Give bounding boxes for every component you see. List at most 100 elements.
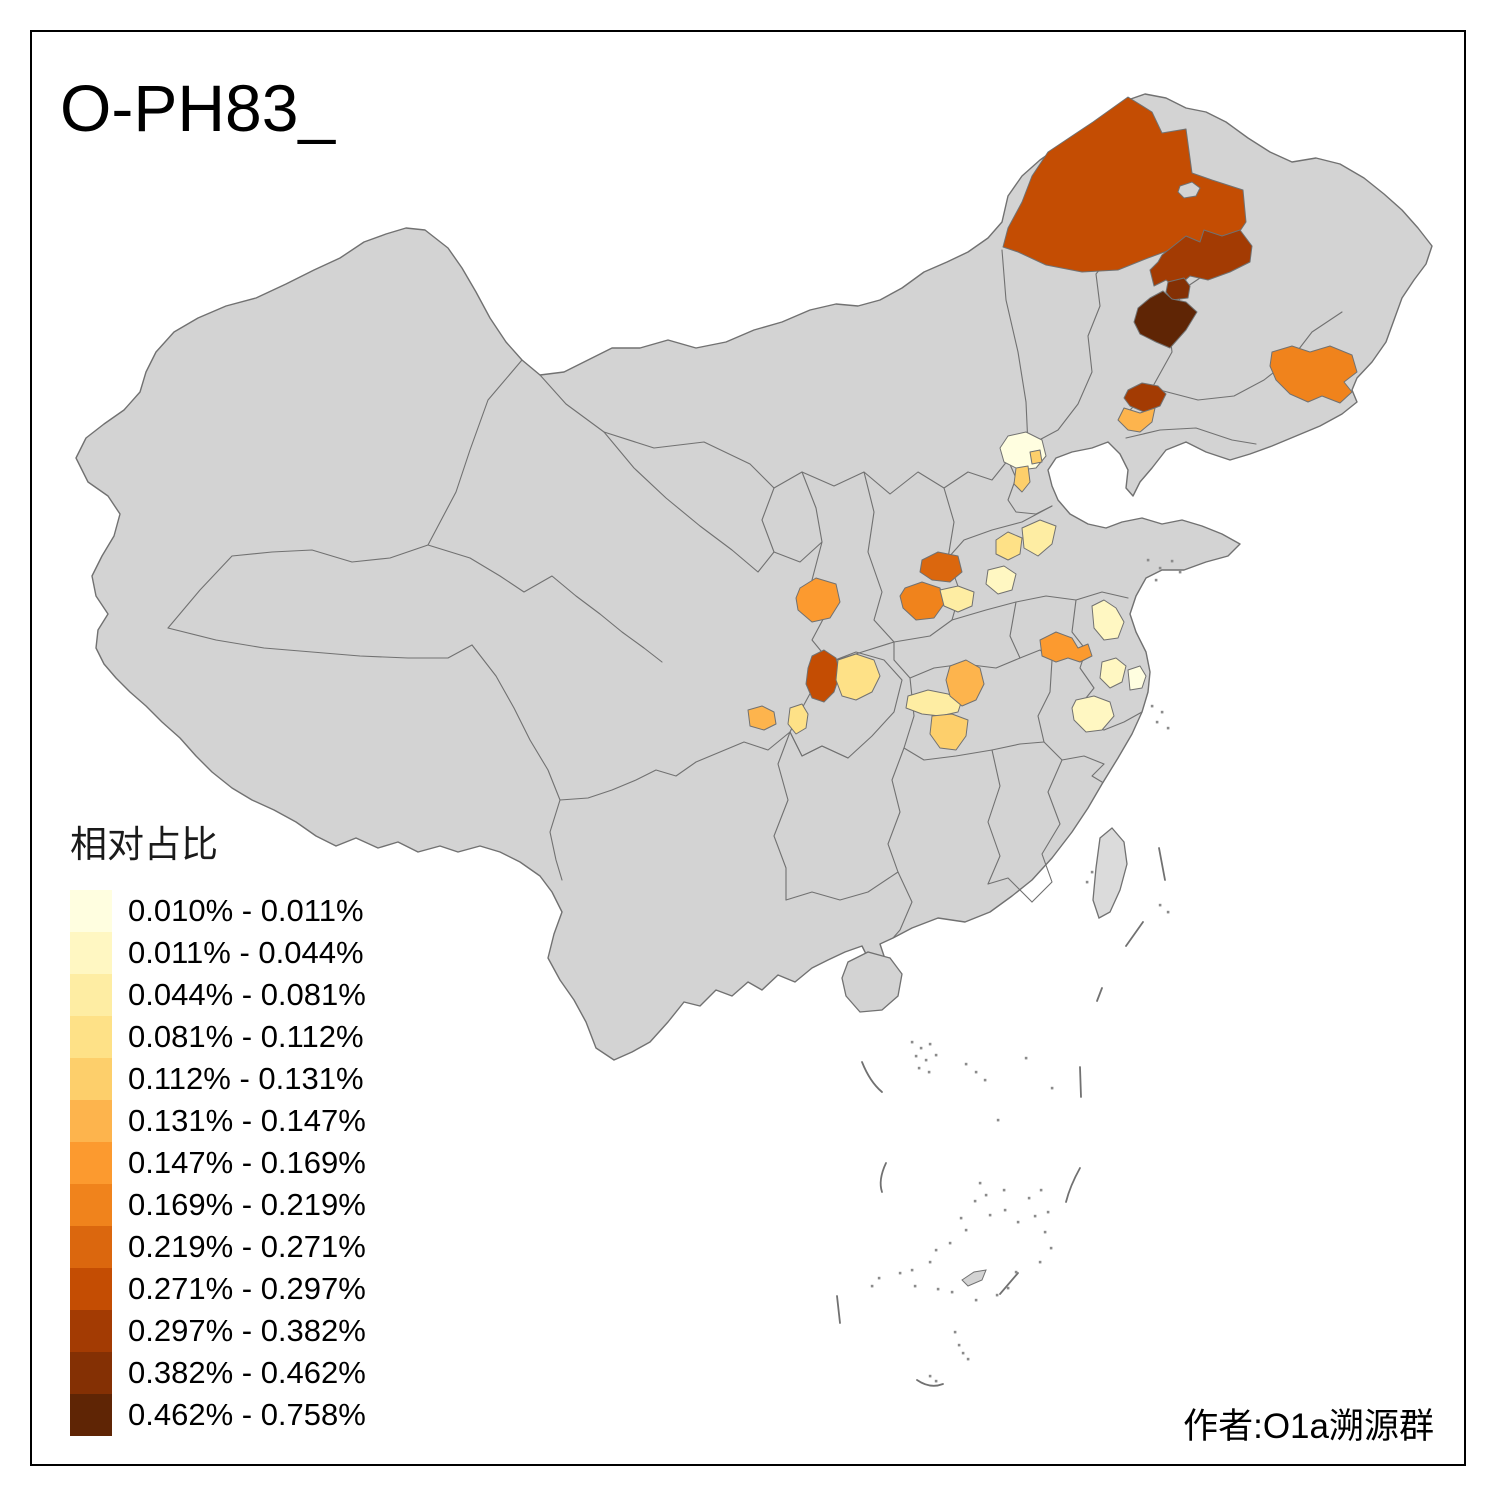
sea-islet — [928, 1260, 932, 1264]
province-border — [1001, 249, 1029, 447]
legend-swatch — [70, 1394, 112, 1436]
sea-islet — [1033, 1214, 1037, 1218]
map-region-region-09 — [1029, 449, 1043, 465]
sea-islet — [957, 1343, 961, 1347]
sea-islet — [1178, 570, 1182, 574]
map-region-region-26 — [787, 703, 809, 735]
legend-label: 0.147% - 0.169% — [128, 1145, 366, 1180]
sea-islet — [1024, 1056, 1028, 1060]
legend-label: 0.010% - 0.011% — [128, 893, 364, 928]
province-border — [1091, 763, 1105, 783]
map-region-region-17 — [985, 565, 1017, 595]
map-region-region-21 — [1127, 665, 1147, 691]
map-region-region-03 — [1165, 277, 1191, 301]
sea-islet — [870, 1284, 874, 1288]
sea-islet — [959, 1216, 963, 1220]
legend-row: 0.011% - 0.044% — [70, 932, 366, 974]
province-border — [863, 471, 895, 643]
sea-islet — [927, 1070, 931, 1074]
legend-swatch — [70, 1016, 112, 1058]
sea-dash-line — [1125, 921, 1144, 947]
sea-islet — [877, 1276, 881, 1280]
sea-islet — [1049, 1246, 1053, 1250]
author-credit: 作者:O1a溯源群 — [1183, 1407, 1434, 1446]
sea-dash-line — [861, 1061, 883, 1093]
province-border — [1125, 427, 1257, 445]
province-border — [1031, 759, 1063, 903]
province-border — [1151, 311, 1343, 401]
sea-islet — [1155, 720, 1159, 724]
sea-islet — [1050, 1086, 1054, 1090]
sea-islet — [1170, 559, 1174, 563]
province-border — [887, 747, 905, 873]
map-region-region-20 — [1099, 657, 1127, 689]
sea-dash-line — [879, 1162, 887, 1193]
sea-islet — [1154, 578, 1158, 582]
sea-islet — [1158, 566, 1162, 570]
map-region-region-28 — [929, 713, 969, 751]
province-border — [947, 505, 1053, 559]
sea-islet — [919, 1046, 923, 1050]
map-region-region-02 — [1149, 229, 1253, 289]
province-border — [1019, 649, 1053, 743]
legend-label: 0.297% - 0.382% — [128, 1313, 366, 1348]
map-region-region-13 — [939, 585, 975, 613]
sea-islet — [983, 1078, 987, 1082]
taiwan-island — [1092, 827, 1128, 919]
sea-islet — [1158, 903, 1162, 907]
sea-islet — [1027, 1196, 1031, 1200]
sea-dash-line — [1065, 1167, 1081, 1203]
legend-swatch — [70, 1142, 112, 1184]
legend-swatch — [70, 932, 112, 974]
sea-islet — [964, 1228, 968, 1232]
province-border — [761, 471, 823, 563]
legend-label: 0.169% - 0.219% — [128, 1187, 366, 1222]
sea-islet — [1090, 870, 1094, 874]
sea-islet — [914, 1054, 918, 1058]
map-region-region-10 — [1013, 465, 1031, 493]
sea-islet — [961, 1351, 965, 1355]
sea-islet — [950, 1290, 954, 1294]
sea-islet — [1146, 558, 1150, 562]
legend-row: 0.297% - 0.382% — [70, 1310, 366, 1352]
province-border — [893, 619, 953, 643]
legend-row: 0.044% - 0.081% — [70, 974, 366, 1016]
sea-dash-line — [1158, 847, 1166, 881]
sea-islet — [996, 1118, 1000, 1122]
province-border — [892, 871, 913, 939]
legend-row: 0.219% - 0.271% — [70, 1226, 366, 1268]
province-border — [603, 431, 775, 573]
legend-label: 0.131% - 0.147% — [128, 1103, 366, 1138]
sea-islet — [917, 1066, 921, 1070]
sea-islet — [934, 1053, 938, 1057]
province-border — [987, 877, 1033, 903]
legend-label: 0.011% - 0.044% — [128, 935, 364, 970]
sea-islet — [910, 1040, 914, 1044]
sea-islet — [910, 1268, 914, 1272]
sea-islet — [1003, 1208, 1007, 1212]
legend-label: 0.081% - 0.112% — [128, 1019, 364, 1054]
legend-row: 0.169% - 0.219% — [70, 1184, 366, 1226]
sea-islet — [1166, 910, 1170, 914]
legend-row: 0.081% - 0.112% — [70, 1016, 366, 1058]
legend-label: 0.382% - 0.462% — [128, 1355, 366, 1390]
sea-islet — [1046, 1210, 1050, 1214]
province-border — [1043, 741, 1105, 765]
sea-islet — [1002, 1188, 1006, 1192]
map-enclave — [1177, 181, 1201, 199]
sea-islet — [988, 1213, 992, 1217]
province-border — [167, 359, 523, 629]
legend-row: 0.382% - 0.462% — [70, 1352, 366, 1394]
legend-swatch — [70, 1268, 112, 1310]
sea-islet — [948, 1241, 952, 1245]
legend-row: 0.462% - 0.758% — [70, 1394, 366, 1436]
sea-islet — [1085, 880, 1089, 884]
sea-dash-line — [999, 1272, 1019, 1295]
legend: 相对占比 0.010% - 0.011% 0.011% - 0.044% 0.044… — [70, 814, 366, 1436]
sea-islet — [1150, 704, 1154, 708]
map-region-region-27 — [905, 689, 963, 717]
legend-label: 0.219% - 0.271% — [128, 1229, 366, 1264]
sea-islet — [1016, 1220, 1020, 1224]
map-region-region-12 — [899, 581, 945, 621]
